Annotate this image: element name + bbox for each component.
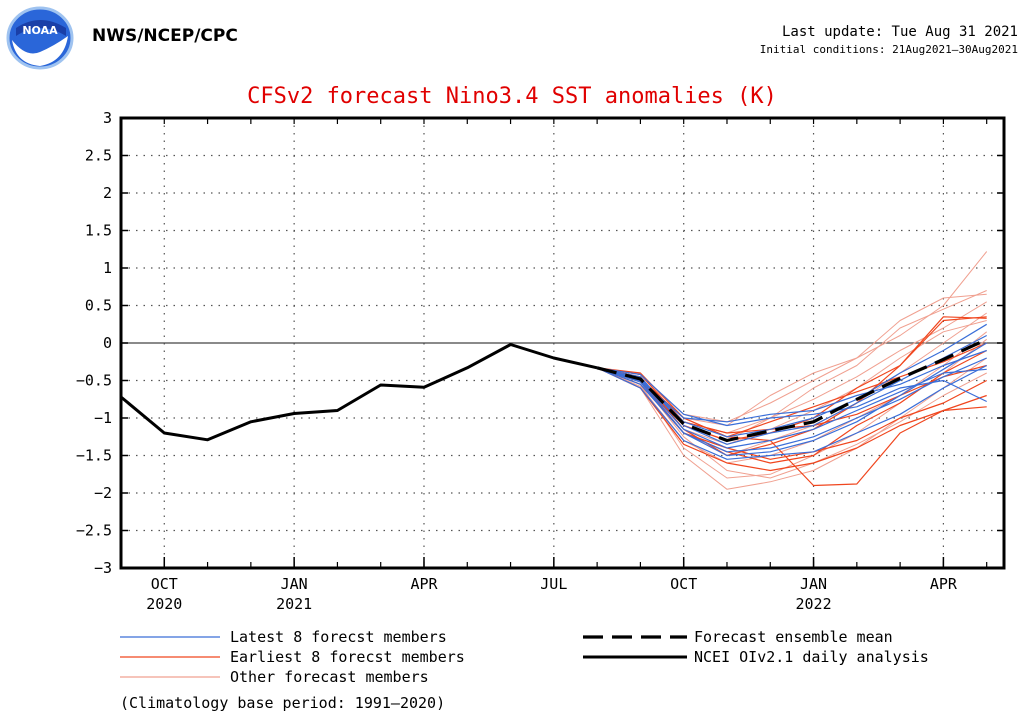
y-tick-label: 1.5 (85, 222, 112, 240)
x-tick-month-label: OCT (151, 575, 178, 593)
y-tick-label: 2 (103, 184, 112, 202)
latest-member-line (597, 367, 987, 427)
update-info: Last update: Tue Aug 31 2021 Initial con… (760, 24, 1018, 58)
noaa-logo-text: NOAA (22, 24, 58, 37)
ensemble-mean-line (596, 337, 988, 443)
legend-label-other: Other forecast members (230, 668, 429, 686)
latest-member-line (596, 357, 987, 453)
y-tick-label: 0 (103, 334, 112, 352)
last-update-text: Last update: Tue Aug 31 2021 (781, 24, 1018, 40)
y-tick-label: 2.5 (85, 147, 112, 165)
x-tick-month-label: JAN (800, 575, 827, 593)
legend-swatch-other (120, 676, 220, 678)
x-tick-month-label: OCT (670, 575, 697, 593)
observed-line (120, 343, 598, 442)
earliest-member-line (596, 342, 987, 438)
x-tick-month-label: JAN (281, 575, 308, 593)
y-tick-label: 3 (103, 109, 112, 127)
legend-label-earliest: Earliest 8 forecst members (230, 648, 465, 666)
y-tick-label: −0.5 (76, 372, 112, 390)
x-tick-month-label: APR (410, 575, 438, 593)
legend-swatch-earliest (120, 656, 220, 658)
x-tick-year-label: 2021 (276, 595, 312, 613)
latest-member-line (596, 342, 988, 457)
organization-label: NWS/NCEP/CPC (92, 26, 238, 46)
earliest-member-line (597, 367, 987, 487)
climatology-footnote: (Climatology base period: 1991–2020) (120, 694, 446, 712)
axis-ticks-layer: 3 2.5 2 1.5 1 0.5 0 −0.5 −1 −1.5 −2 −2.5 −3 OCT 2020 JA… (76, 109, 1004, 613)
x-tick-month-label: APR (930, 575, 958, 593)
x-tick-year-label: 2022 (795, 595, 831, 613)
legend-label-observed: NCEI OIv2.1 daily analysis (694, 648, 929, 666)
latest-member-line (596, 364, 987, 460)
y-tick-label: −3 (94, 559, 112, 577)
y-tick-label: 0.5 (85, 297, 112, 315)
earliest-member-line (596, 367, 987, 472)
observed-layer (120, 343, 598, 442)
x-tick-year-label: 2020 (146, 595, 182, 613)
legend-swatch-observed (583, 655, 687, 659)
legend-label-ensemble-mean: Forecast ensemble mean (694, 628, 893, 646)
ensemble-mean-layer (596, 337, 988, 443)
x-tick-month-label: JUL (540, 575, 567, 593)
y-tick-label: −2 (94, 484, 112, 502)
noaa-logo: NOAA (6, 6, 74, 74)
legend-swatch-ensemble-mean (583, 635, 687, 639)
initial-conditions-text: Initial conditions: 21Aug2021–30Aug2021 (759, 43, 1018, 56)
y-tick-label: −1.5 (76, 447, 112, 465)
y-tick-label: −1 (94, 409, 112, 427)
legend-label-latest: Latest 8 forecst members (230, 628, 447, 646)
y-tick-label: −2.5 (76, 522, 112, 540)
y-tick-label: 1 (103, 259, 112, 277)
chart-title: CFSv2 forecast Nino3.4 SST anomalies (K) (247, 84, 777, 109)
legend-swatch-latest (120, 636, 220, 638)
other-member-line (596, 357, 987, 490)
